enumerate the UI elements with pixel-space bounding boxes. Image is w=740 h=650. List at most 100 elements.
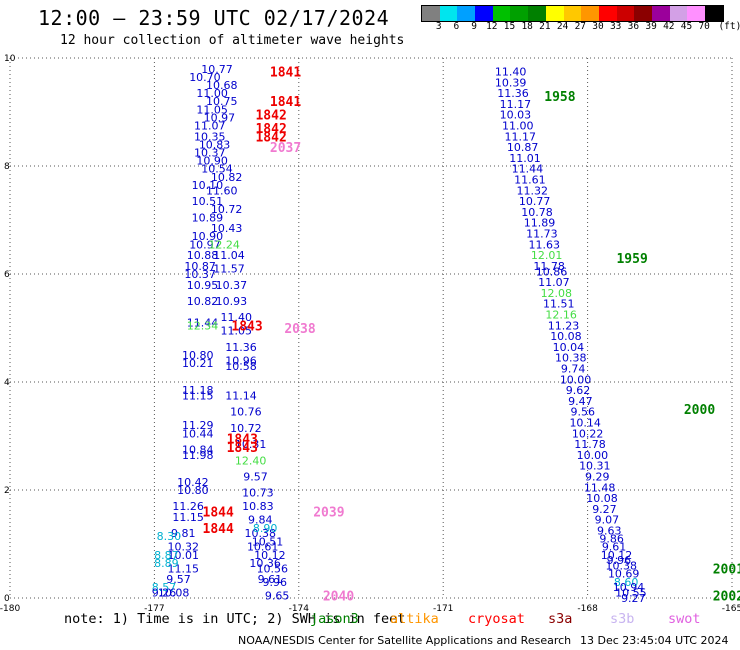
data-point-jason3: 11.36 — [497, 87, 529, 100]
colorbar-swatch — [528, 6, 546, 21]
colorbar-swatch — [439, 6, 458, 21]
colorbar-label: 12 — [486, 21, 498, 32]
data-point-cryosat: 10.95 — [187, 279, 219, 292]
data-point-jason3: 10.69 — [608, 568, 640, 581]
data-point-jason3: 10.86 — [536, 265, 568, 278]
data-point-cryosat: 11.05 — [220, 325, 252, 338]
y-tick-label: 4 — [4, 378, 10, 388]
data-point-cryosat: 10.38 — [245, 527, 277, 540]
data-point-jason3: 10.22 — [572, 427, 604, 440]
colorbar-swatch — [669, 6, 688, 21]
data-point-jason3: 11.89 — [524, 217, 556, 230]
data-point-jason3: 10.08 — [586, 492, 618, 505]
data-point-cryosat: 11.18 — [182, 384, 214, 397]
data-point-jason3: 11.32 — [516, 184, 548, 197]
data-point-cryosat: 10.72 — [230, 422, 262, 435]
data-point-jason3: 10.04 — [553, 341, 585, 354]
y-tick-label: 2 — [4, 486, 10, 496]
data-point-cryosat: 10.77 — [201, 63, 233, 76]
data-point-cryosat: 10.75 — [206, 95, 238, 108]
data-point-jason3: 10.77 — [519, 195, 551, 208]
colorbar-label: 30 — [592, 21, 604, 32]
footer-text: NOAA/NESDIS Center for Satellite Applica… — [238, 634, 572, 647]
pass-time-label-cryosat: 1841 — [270, 66, 301, 81]
page-title: 12:00 – 23:59 UTC 02/17/2024 — [38, 6, 390, 30]
data-point-cryosat: 10.87 — [184, 260, 216, 273]
data-point-jason3: 11.01 — [509, 152, 541, 165]
data-point-cryosat: 11.60 — [206, 184, 238, 197]
note-text: note: 1) Time is in UTC; 2) SWH is in fe… — [64, 611, 406, 627]
colorbar-swatch — [581, 6, 599, 21]
data-point-jason3: 11.78 — [574, 438, 606, 451]
data-point-cryosat: 10.90 — [192, 230, 224, 243]
data-point-cryosat: 11.00 — [196, 87, 228, 100]
data-point-cryosat: 10.58 — [225, 360, 257, 373]
data-point-cryosat: 12.34 — [187, 319, 219, 332]
pass-time-label-jason3: 2000 — [684, 403, 715, 418]
data-point-cryosat: 10.37 — [216, 279, 248, 292]
data-point-jason3: 11.17 — [500, 98, 532, 111]
data-point-jason3: 11.00 — [502, 120, 534, 133]
y-tick-label: 0 — [4, 594, 10, 604]
data-point-swot: 9.96 — [262, 576, 287, 589]
colorbar-label: 21 — [539, 21, 551, 32]
colorbar-swatch — [457, 6, 476, 21]
data-point-swot: 9.26 — [152, 587, 177, 600]
data-point-swot: 8.89 — [154, 557, 179, 570]
data-point-swot: 10.12 — [254, 549, 286, 562]
data-point-cryosat: 11.05 — [196, 103, 228, 116]
pass-time-label-cryosat: 1843 — [231, 319, 262, 334]
colorbar-label: 39 — [645, 21, 657, 32]
data-point-cryosat: 11.36 — [225, 341, 257, 354]
data-point-cryosat: 10.76 — [230, 406, 262, 419]
data-point-cryosat: 10.97 — [204, 111, 236, 124]
data-point-cryosat: 10.21 — [182, 357, 214, 370]
data-point-cryosat: 10.10 — [192, 179, 224, 192]
data-point-cryosat: 10.08 — [158, 587, 190, 600]
data-point-cryosat: 10.01 — [168, 549, 200, 562]
data-point-cryosat: 9.57 — [166, 573, 191, 586]
data-point-cryosat: 10.73 — [242, 487, 274, 500]
data-point-cryosat: 11.98 — [182, 449, 214, 462]
pass-time-label-jason3: 1959 — [616, 252, 647, 267]
data-point-cryosat: 10.82 — [211, 171, 243, 184]
colorbar-swatch — [598, 6, 617, 21]
data-point-cryosat: 11.44 — [187, 317, 219, 330]
colorbar-label: 6 — [453, 21, 460, 32]
pass-time-label-jason3: 1958 — [544, 90, 575, 105]
data-point-jason3: 10.08 — [550, 330, 582, 343]
pass-time-label-cryosat: 1841 — [270, 95, 301, 110]
legend-item-altika: altika — [390, 611, 439, 627]
data-point-cryosat: 10.42 — [177, 476, 209, 489]
data-point-swot: 10.56 — [257, 562, 289, 575]
colorbar-label: 9 — [471, 21, 477, 32]
colorbar-label: 33 — [609, 21, 622, 32]
data-point-jason3: 9.62 — [566, 384, 591, 397]
data-point-jason3: 11.73 — [526, 228, 558, 241]
pass-time-label-cryosat: 1844 — [203, 506, 234, 521]
x-tick-label: -177 — [144, 604, 164, 614]
data-point-jason3: 11.51 — [543, 298, 575, 311]
data-point-cryosat: 10.70 — [189, 71, 221, 84]
data-point-cryosat: 10.37 — [184, 268, 216, 281]
data-point-jason3: 10.78 — [521, 206, 553, 219]
y-tick-label: 10 — [4, 54, 16, 64]
data-point-jason3: 9.63 — [597, 525, 622, 538]
pass-time-label-swot: 2037 — [270, 141, 301, 156]
data-point-cryosat: 9.57 — [243, 471, 268, 484]
data-point-cryosat: 10.37 — [194, 147, 226, 160]
pass-time-label-cryosat: 1843 — [227, 441, 258, 456]
colorbar-swatch — [475, 6, 493, 21]
colorbar-label: 42 — [663, 21, 675, 32]
data-point-cryosat: 10.82 — [187, 295, 219, 308]
data-point-jason3: 11.78 — [533, 260, 565, 273]
colorbar-swatch — [510, 6, 529, 21]
data-point-jason3: 11.17 — [504, 130, 536, 143]
data-point-jason3: 9.27 — [621, 592, 646, 605]
pass-time-label-cryosat: 1844 — [203, 522, 234, 537]
pass-time-label-cryosat: 1842 — [255, 109, 286, 124]
legend-item-jason3: jason3 — [310, 611, 359, 627]
data-point-cryosat: 10.61 — [247, 541, 279, 554]
data-point-jason3: 11.23 — [548, 319, 580, 332]
